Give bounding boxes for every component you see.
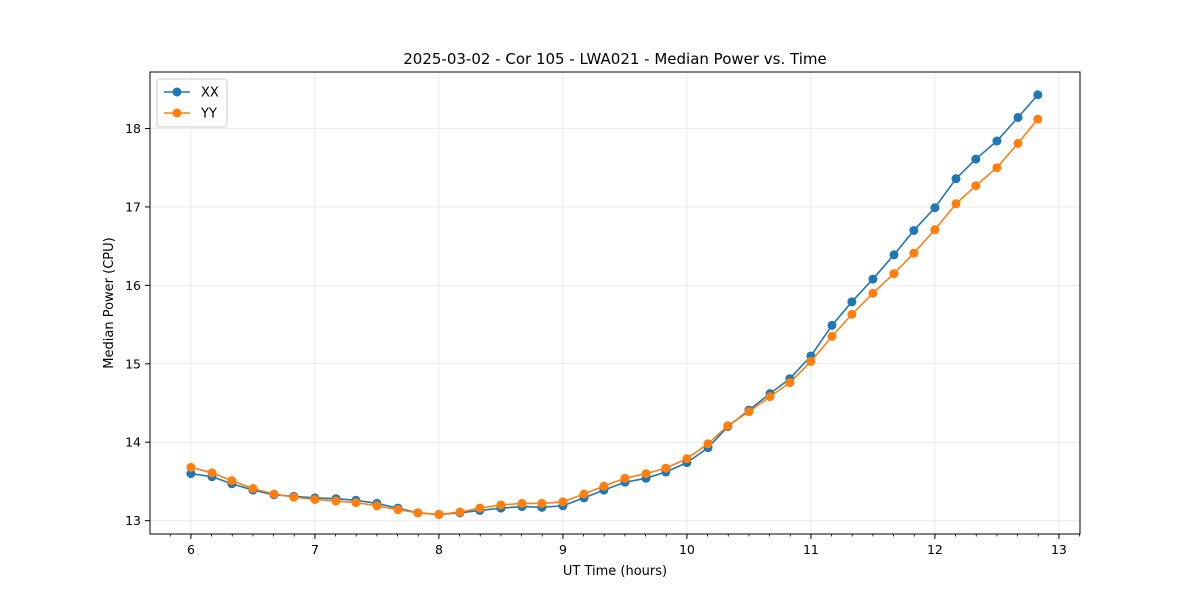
data-point-yy xyxy=(868,288,878,298)
data-point-xx xyxy=(889,250,899,260)
data-point-yy xyxy=(351,498,361,508)
ticks: 6 7 8 9 10 11 12 13 13 14 15 16 17 18 xyxy=(125,121,1080,557)
data-point-xx xyxy=(827,320,837,330)
series-layer xyxy=(186,90,1043,519)
data-point-yy xyxy=(475,503,485,513)
legend-label: XX xyxy=(201,86,219,101)
plot-frame xyxy=(149,71,1081,535)
data-point-xx xyxy=(847,297,857,307)
legend-marker xyxy=(172,87,182,97)
data-point-yy xyxy=(909,248,919,258)
data-point-yy xyxy=(269,489,279,499)
data-point-yy xyxy=(207,468,217,478)
data-point-yy xyxy=(310,494,320,504)
data-point-yy xyxy=(992,163,1002,173)
legend-label: YY xyxy=(200,107,217,122)
x-tick-label: 12 xyxy=(927,542,943,557)
data-point-yy xyxy=(661,463,671,473)
data-point-xx xyxy=(951,174,961,184)
data-point-yy xyxy=(641,469,651,479)
data-point-yy xyxy=(1033,114,1043,124)
data-point-yy xyxy=(620,473,630,483)
data-point-yy xyxy=(558,497,568,507)
data-point-xx xyxy=(971,154,981,164)
y-tick-label: 17 xyxy=(125,199,141,214)
data-point-yy xyxy=(227,476,237,486)
x-tick-label: 13 xyxy=(1051,542,1067,557)
legend-item-xx: XX xyxy=(164,86,219,101)
data-point-yy xyxy=(971,181,981,191)
data-point-yy xyxy=(827,331,837,341)
y-tick-label: 18 xyxy=(125,121,141,136)
y-tick-label: 16 xyxy=(125,278,141,293)
data-point-xx xyxy=(186,469,196,479)
data-point-xx xyxy=(992,136,1002,146)
grid xyxy=(150,72,1080,534)
data-point-yy xyxy=(889,269,899,279)
data-point-xx xyxy=(909,225,919,235)
x-tick-label: 11 xyxy=(803,542,819,557)
data-point-yy xyxy=(434,509,444,519)
data-point-xx xyxy=(1033,90,1043,100)
data-point-yy xyxy=(847,309,857,319)
data-point-yy xyxy=(1013,138,1023,148)
data-point-yy xyxy=(248,484,258,494)
data-point-yy xyxy=(372,501,382,511)
x-axis-label: UT Time (hours) xyxy=(563,564,667,579)
data-point-yy xyxy=(289,492,299,502)
legend-marker xyxy=(172,108,182,118)
legend-item-yy: YY xyxy=(164,107,217,122)
data-point-yy xyxy=(537,498,547,508)
data-point-yy xyxy=(186,462,196,472)
data-point-yy xyxy=(579,489,589,499)
data-point-yy xyxy=(517,498,527,508)
y-tick-label: 15 xyxy=(125,356,141,371)
chart-title: 2025-03-02 - Cor 105 - LWA021 - Median P… xyxy=(403,50,827,68)
y-axis-label: Median Power (CPU) xyxy=(102,237,117,368)
data-point-xx xyxy=(930,203,940,213)
data-point-yy xyxy=(806,356,816,366)
y-tick-label: 13 xyxy=(125,513,141,528)
x-tick-label: 9 xyxy=(559,542,567,557)
y-tick-label: 14 xyxy=(125,435,141,450)
data-point-yy xyxy=(951,199,961,209)
data-point-yy xyxy=(599,481,609,491)
data-point-yy xyxy=(765,392,775,402)
data-point-yy xyxy=(331,496,341,506)
data-point-yy xyxy=(393,505,403,515)
data-point-yy xyxy=(496,500,506,510)
data-point-yy xyxy=(455,507,465,517)
data-point-yy xyxy=(785,378,795,388)
data-point-xx xyxy=(868,274,878,284)
data-point-yy xyxy=(703,439,713,449)
x-tick-label: 10 xyxy=(679,542,695,557)
x-tick-label: 7 xyxy=(311,542,319,557)
x-tick-label: 6 xyxy=(187,542,195,557)
data-point-yy xyxy=(930,225,940,235)
series-yy xyxy=(186,114,1043,519)
data-point-yy xyxy=(723,421,733,431)
data-point-yy xyxy=(413,508,423,518)
data-point-xx xyxy=(1013,112,1023,122)
legend: XX YY xyxy=(156,78,228,128)
data-point-yy xyxy=(744,407,754,417)
x-tick-label: 8 xyxy=(435,542,443,557)
data-point-yy xyxy=(682,454,692,464)
legend-items: XX YY xyxy=(164,86,219,122)
